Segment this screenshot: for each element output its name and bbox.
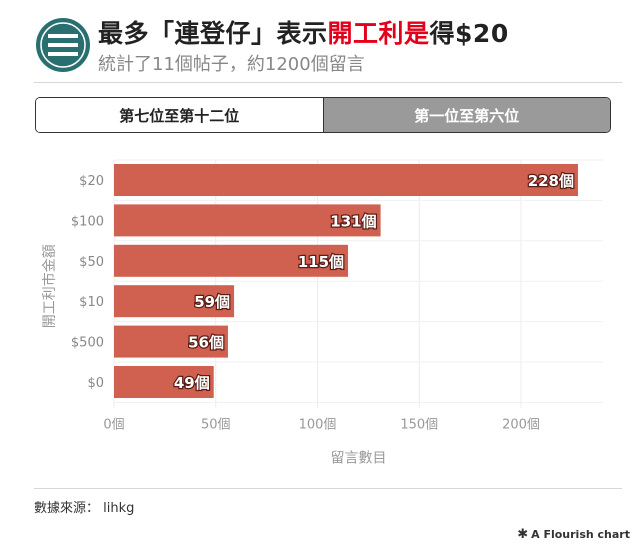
flourish-star-icon: ✱ — [517, 527, 529, 542]
x-tick-label: 150個 — [400, 417, 438, 432]
category-label: $0 — [87, 376, 104, 391]
x-tick-label: 0個 — [103, 417, 124, 432]
divider-top — [34, 82, 622, 83]
bar-5 — [114, 366, 214, 398]
tab-rank-7-12[interactable]: 第七位至第十二位 — [36, 98, 324, 132]
logo-icon — [36, 18, 90, 72]
bar-0 — [114, 164, 578, 196]
data-label: 59個 — [194, 293, 230, 311]
x-axis-title: 留言數目 — [331, 450, 387, 466]
data-label: 56個 — [188, 334, 224, 352]
tab-rank-1-6[interactable]: 第一位至第六位 — [323, 98, 610, 132]
bar-2 — [114, 244, 349, 277]
page-title: 最多「連登仔」表示開工利是得$20 — [98, 14, 509, 50]
data-label: 115個 — [298, 253, 344, 271]
data-label: 131個 — [330, 212, 376, 230]
bar-3 — [114, 285, 235, 318]
header: 最多「連登仔」表示開工利是得$20 統計了11個帖子，約1200個留言 — [0, 0, 644, 80]
x-tick-label: 100個 — [299, 417, 337, 432]
flourish-credit-label: A Flourish chart — [531, 528, 630, 541]
category-label: $50 — [79, 255, 104, 270]
divider-bottom — [34, 488, 622, 489]
title-suffix: 得$20 — [429, 19, 509, 48]
x-tick-label: 200個 — [502, 417, 540, 432]
category-label: $10 — [79, 295, 104, 310]
flourish-credit[interactable]: ✱ A Flourish chart — [517, 527, 630, 542]
tab-bar: 第七位至第十二位 第一位至第六位 — [35, 97, 611, 133]
bar-1 — [114, 204, 381, 237]
bar-chart: $20 228個 $100 131個 $50 115個 $10 59個 $500 56個 $0 49個… — [41, 159, 603, 466]
data-label: 228個 — [528, 172, 574, 190]
subtitle: 統計了11個帖子，約1200個留言 — [98, 54, 365, 75]
title-prefix: 最多「連登仔」表示 — [98, 19, 328, 48]
y-axis-title: 開工利市金額 — [41, 244, 58, 328]
x-tick-label: 50個 — [201, 417, 231, 432]
category-label: $20 — [79, 174, 104, 189]
source-note: 數據來源： lihkg — [34, 501, 135, 516]
data-label: 49個 — [174, 374, 210, 392]
title-highlight: 開工利是 — [327, 19, 430, 48]
category-label: $100 — [71, 214, 104, 229]
bar-4 — [114, 325, 228, 358]
category-label: $500 — [71, 336, 104, 351]
